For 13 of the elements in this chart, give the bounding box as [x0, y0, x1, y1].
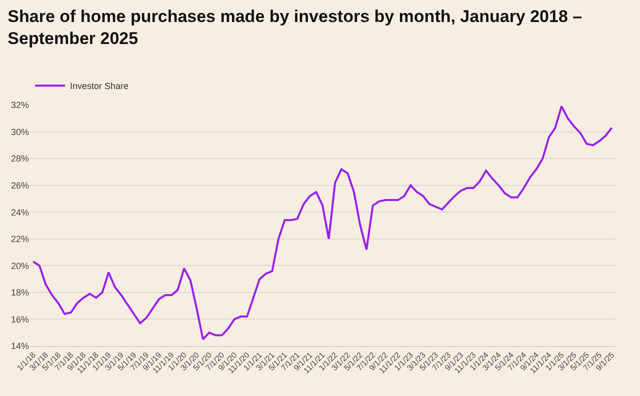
chart-title: Share of home purchases made by investors by month, January 2018 – September 2025: [8, 6, 582, 48]
y-tick-label: 18%: [10, 288, 29, 298]
y-tick-label: 28%: [10, 154, 29, 164]
line-series: [32, 105, 613, 340]
y-tick-label: 22%: [10, 234, 29, 244]
y-tick-label: 32%: [10, 100, 29, 110]
y-tick-label: 30%: [10, 126, 29, 137]
y-tick-label: 14%: [10, 341, 29, 352]
legend-label: Investor Share: [70, 81, 129, 92]
y-tick-label: 20%: [10, 260, 29, 271]
y-tick-label: 26%: [10, 180, 29, 190]
y-tick-label: 16%: [10, 314, 29, 324]
y-tick-label: 24%: [10, 207, 29, 218]
